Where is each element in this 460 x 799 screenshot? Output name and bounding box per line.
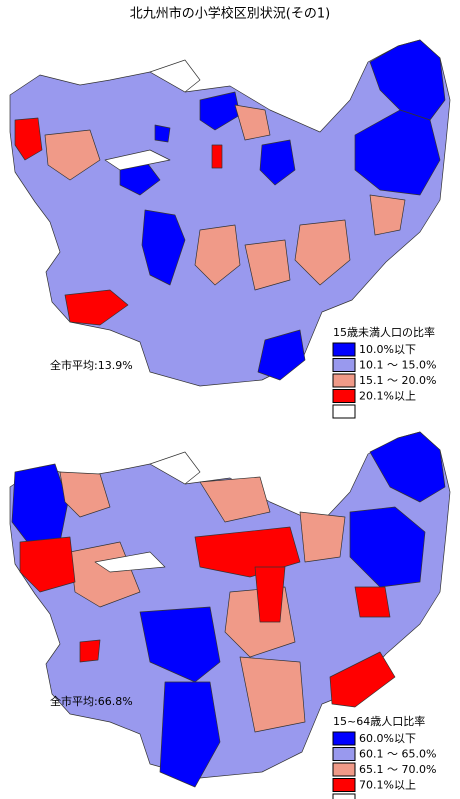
- school-district: [149, 451, 201, 485]
- school-district: [254, 566, 286, 623]
- school-district: [141, 209, 186, 286]
- school-district: [294, 219, 351, 286]
- school-district: [369, 194, 406, 236]
- school-district: [79, 639, 101, 663]
- map: 全市平均:13.9% 15歳未満人口の比率 10.0%以下 10.1 ～ 15.0% 1…: [9, 39, 451, 419]
- legend-label: 60.0%以下: [359, 732, 416, 745]
- map: 全市平均:66.8% 15~64歳人口比率 60.0%以下 60.1 ～ 65.0% 6…: [9, 431, 451, 799]
- legend-swatch: [332, 747, 356, 761]
- school-district: [257, 329, 306, 381]
- school-district: [299, 511, 346, 563]
- legend-label: 65.1 ～ 70.0%: [359, 763, 436, 776]
- legend-label: 70.1%以上: [359, 779, 416, 792]
- legend-label: 60.1 ～ 65.0%: [359, 748, 436, 761]
- legend-swatch: [332, 404, 356, 419]
- school-district: [234, 104, 271, 141]
- school-district: [369, 39, 446, 121]
- school-district: [104, 149, 171, 171]
- school-district: [159, 681, 221, 788]
- school-district: [211, 144, 223, 169]
- legend-swatch: [332, 731, 356, 746]
- city-average: 全市平均:13.9%: [50, 358, 133, 372]
- legend-swatch: [332, 373, 356, 388]
- legend-label: 10.0%以下: [359, 343, 416, 356]
- legend-label: 20.1%以上: [359, 390, 416, 403]
- school-district: [194, 224, 241, 286]
- legend-swatch: [332, 778, 356, 792]
- legend-title: 15歳未満人口の比率: [333, 325, 435, 339]
- school-district: [369, 431, 446, 503]
- city-average: 全市平均:66.8%: [50, 694, 133, 708]
- school-district: [149, 59, 201, 93]
- school-district: [244, 239, 291, 291]
- legend-swatch: [332, 762, 356, 777]
- school-district: [259, 139, 296, 186]
- legend-swatch: [332, 342, 356, 357]
- school-district: [354, 586, 391, 618]
- legend-label: 10.1 ～ 15.0%: [359, 359, 436, 372]
- school-district: [239, 656, 306, 733]
- school-district: [329, 651, 396, 708]
- school-district: [354, 109, 441, 196]
- school-district: [349, 506, 426, 588]
- school-district: [199, 476, 271, 523]
- page-title: 北九州市の小学校区別状況(その1): [130, 6, 330, 22]
- legend-label: 15.1 ～ 20.0%: [359, 374, 436, 387]
- school-district: [199, 91, 241, 131]
- school-district: [139, 606, 221, 683]
- legend-swatch: [332, 358, 356, 372]
- legend-title: 15~64歳人口比率: [333, 714, 425, 728]
- school-district: [64, 289, 129, 326]
- school-district: [59, 471, 111, 518]
- school-district: [14, 117, 43, 161]
- legend-swatch: [332, 793, 356, 799]
- school-district: [19, 536, 76, 593]
- school-district: [94, 551, 166, 573]
- legend-swatch: [332, 389, 356, 403]
- school-district: [44, 129, 101, 181]
- school-district: [154, 124, 171, 143]
